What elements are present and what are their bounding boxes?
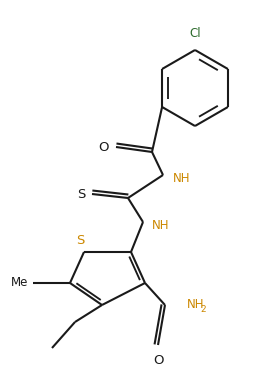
Text: S: S: [77, 187, 85, 200]
Text: NH: NH: [152, 219, 170, 232]
Text: 2: 2: [200, 305, 206, 313]
Text: NH: NH: [187, 298, 205, 311]
Text: Me: Me: [11, 276, 28, 289]
Text: NH: NH: [173, 171, 191, 184]
Text: S: S: [76, 234, 84, 247]
Text: O: O: [153, 354, 163, 367]
Text: O: O: [99, 141, 109, 154]
Text: Cl: Cl: [189, 27, 201, 40]
